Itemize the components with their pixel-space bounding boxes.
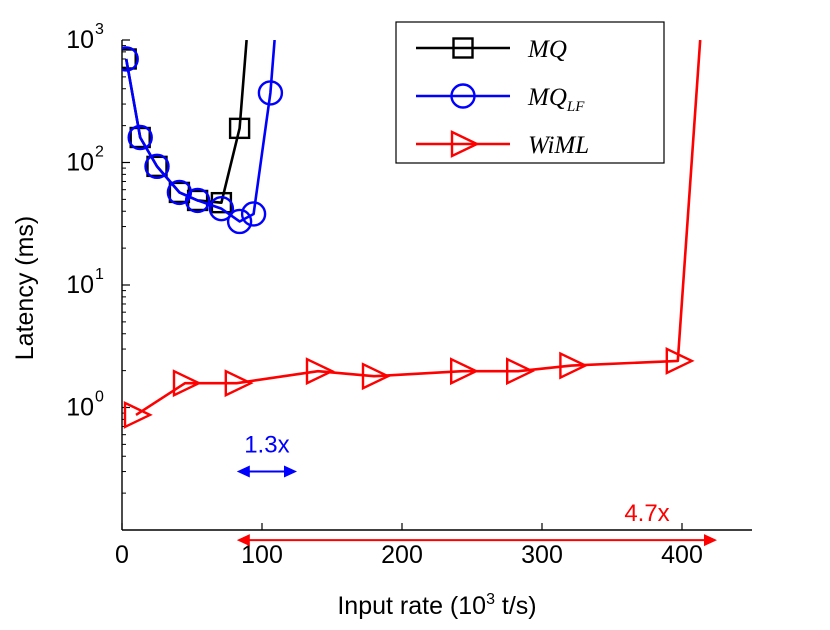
legend-label-mq: MQ <box>527 36 567 63</box>
legend-item-mq-lf: MQLF <box>416 83 585 115</box>
series-line-wiml <box>135 40 702 416</box>
y-tick-label: 10 <box>66 394 94 422</box>
annotation-1: 1.3x <box>236 432 297 478</box>
y-tick-label: 10 <box>66 149 94 177</box>
series-wiml <box>123 40 702 429</box>
data-point-mq-lf <box>257 80 284 106</box>
y-tick-exponent: 1 <box>95 266 104 283</box>
annotation-label: 4.7x <box>624 500 669 527</box>
y-tick-exponent: 2 <box>95 144 104 161</box>
legend-marker-mq-lf <box>450 83 476 109</box>
data-point-mq-lf <box>208 195 235 222</box>
data-point-wiml <box>361 362 391 391</box>
y-tick-exponent: 0 <box>95 389 104 406</box>
y-tick-label: 10 <box>66 271 94 299</box>
x-axis-label-after: t/s) <box>495 592 537 620</box>
annotation-arrowhead-right <box>704 534 717 547</box>
x-tick-label: 100 <box>241 541 283 569</box>
data-point-mq-lf <box>122 46 139 72</box>
data-point-mq-lf <box>144 153 170 180</box>
data-point-mq-lf <box>240 201 267 227</box>
x-tick-label: 300 <box>521 541 563 569</box>
data-point-mq-lf <box>226 208 253 235</box>
x-tick-label: 400 <box>661 541 703 569</box>
data-point-wiml <box>506 357 535 386</box>
data-point-mq <box>129 126 151 149</box>
legend-marker-mq <box>452 37 474 59</box>
x-axis-ticks: 0 100 200 300 400 <box>115 523 703 569</box>
x-axis-label: Input rate (103 t/s) <box>337 591 536 620</box>
legend: MQ MQLF WiML <box>395 21 665 164</box>
legend-label-wiml: WiML <box>528 132 589 159</box>
x-axis-label-sup: 3 <box>486 591 495 608</box>
data-point-mq-lf <box>127 124 153 151</box>
data-point-wiml <box>224 369 254 398</box>
annotation-arrowhead-left <box>236 534 250 547</box>
y-tick-exponent: 3 <box>95 21 104 38</box>
x-tick-label: 0 <box>115 541 129 569</box>
annotation-layer: 1.3x 4.7x <box>236 432 717 547</box>
series-clip-group <box>122 40 702 429</box>
x-axis-label-before: Input rate (10 <box>337 592 486 620</box>
legend-item-mq: MQ <box>416 36 567 63</box>
annotation-arrowhead-left <box>236 465 250 478</box>
x-tick-label: 200 <box>381 541 423 569</box>
annotation-arrowhead-right <box>284 465 297 478</box>
series-mq-lf <box>122 40 284 235</box>
y-axis-label: Latency (ms) <box>11 216 39 360</box>
legend-label-mq-lf: MQLF <box>527 84 585 115</box>
data-point-wiml <box>123 401 153 429</box>
legend-marker-wiml <box>450 130 480 158</box>
annotation-2: 4.7x <box>236 500 717 547</box>
y-tick-label: 10 <box>66 26 94 54</box>
data-point-wiml <box>305 357 335 386</box>
annotation-label: 1.3x <box>244 432 289 459</box>
data-point-wiml <box>665 347 695 375</box>
data-point-mq <box>146 155 168 178</box>
series-layer <box>122 40 702 429</box>
data-point-mq-lf <box>184 187 211 214</box>
data-point-mq <box>122 48 137 70</box>
data-point-wiml <box>559 351 589 380</box>
legend-item-wiml: WiML <box>416 130 589 159</box>
legend-box <box>395 21 665 164</box>
data-point-wiml <box>172 369 202 398</box>
data-point-mq <box>228 117 251 140</box>
data-point-wiml <box>450 357 479 386</box>
